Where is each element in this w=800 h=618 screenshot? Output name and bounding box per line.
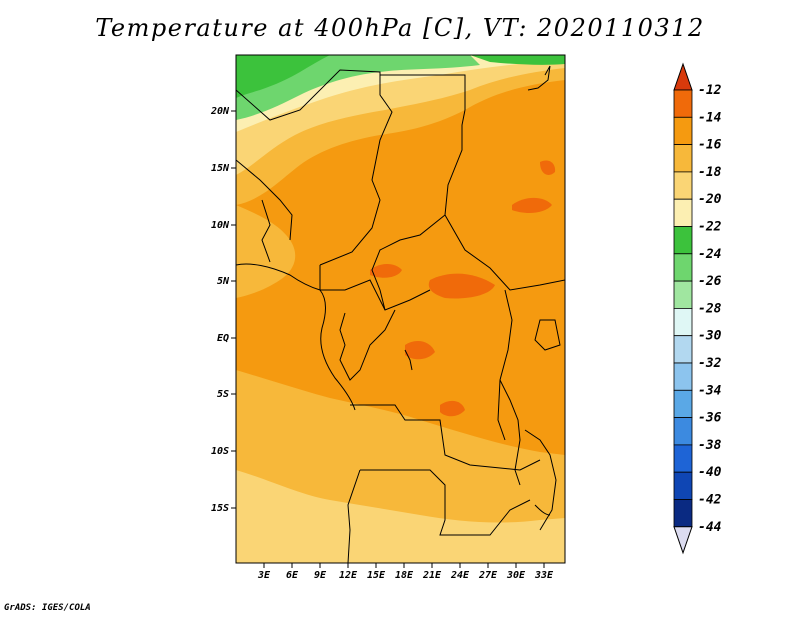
colorbar-box bbox=[673, 417, 693, 446]
colorbar-label: -28 bbox=[698, 301, 722, 316]
colorbar-box bbox=[673, 253, 693, 282]
field-warm-blob-6 bbox=[540, 160, 556, 175]
colorbar-label: -18 bbox=[698, 165, 722, 180]
colorbar-label: -30 bbox=[698, 329, 722, 344]
colorbar-box bbox=[673, 389, 693, 418]
colorbar-box bbox=[673, 362, 693, 391]
colorbar-label: -34 bbox=[698, 383, 722, 398]
field-warm-blob-5 bbox=[440, 400, 465, 417]
lon-tick-label: 3E bbox=[257, 570, 271, 581]
colorbar-label: -44 bbox=[698, 520, 722, 535]
colorbar: -12 -14 -16 -18 -20 -22 -24 -26 -28 -30 -32 -34 -36 -… bbox=[673, 62, 722, 555]
colorbar-label: -22 bbox=[698, 220, 722, 235]
field-warm-blob-2 bbox=[428, 273, 495, 299]
lon-tick-label: 15E bbox=[367, 570, 386, 581]
colorbar-label: -36 bbox=[698, 411, 722, 426]
lat-tick-label: 5N bbox=[217, 276, 230, 287]
lon-tick-label: 33E bbox=[534, 570, 554, 581]
lat-tick-label: EQ bbox=[217, 333, 229, 344]
colorbar-label: -20 bbox=[698, 192, 722, 207]
field-warm-blob-3 bbox=[512, 197, 552, 213]
colorbar-box bbox=[673, 226, 693, 255]
colorbar-label: -38 bbox=[698, 438, 722, 453]
field-west-light bbox=[236, 205, 296, 298]
colorbar-box bbox=[673, 89, 693, 118]
lon-tick-label: 24E bbox=[450, 570, 470, 581]
colorbar-box bbox=[673, 471, 693, 500]
colorbar-label: -12 bbox=[698, 83, 722, 98]
chart-title: Temperature at 400hPa [C], VT: 202011031… bbox=[95, 14, 705, 42]
colorbar-label: -42 bbox=[698, 493, 722, 508]
colorbar-box bbox=[673, 198, 693, 227]
colorbar-box bbox=[673, 280, 693, 309]
lat-tick-label: 5S bbox=[217, 389, 229, 400]
lon-tick-label: 18E bbox=[395, 570, 414, 581]
field-green-nw-dark bbox=[236, 55, 330, 98]
grads-credit: GrADS: IGES/COLA bbox=[4, 603, 91, 613]
colorbar-bottom-arrow bbox=[673, 526, 693, 555]
colorbar-box bbox=[673, 116, 693, 146]
lat-tick-label: 20N bbox=[210, 106, 230, 117]
colorbar-box bbox=[673, 171, 693, 200]
field-green-ne bbox=[470, 55, 565, 65]
lon-ticks: 3E 6E 9E 12E 15E 18E 21E 24E 27E 30E 33E bbox=[257, 563, 554, 581]
lon-tick-label: 6E bbox=[286, 570, 299, 581]
map-frame bbox=[235, 54, 566, 564]
lon-tick-label: 9E bbox=[314, 570, 327, 581]
temperature-field bbox=[236, 55, 565, 563]
country-boundaries bbox=[236, 65, 565, 563]
lat-tick-label: 10N bbox=[211, 220, 230, 231]
lat-tick-label: 10S bbox=[211, 446, 229, 457]
colorbar-label: -16 bbox=[698, 138, 722, 153]
colorbar-box bbox=[673, 144, 693, 173]
lon-tick-label: 27E bbox=[478, 570, 498, 581]
lon-tick-label: 12E bbox=[339, 570, 358, 581]
lat-ticks: 20N 15N 10N 5N EQ 5S 10S 15S bbox=[210, 106, 236, 514]
colorbar-label: -14 bbox=[698, 110, 722, 125]
field-south-pale bbox=[236, 470, 565, 563]
colorbar-label: -32 bbox=[698, 356, 722, 371]
lon-tick-label: 21E bbox=[422, 570, 442, 581]
lat-tick-label: 15S bbox=[211, 503, 229, 514]
lon-tick-label: 30E bbox=[506, 570, 526, 581]
colorbar-label: -26 bbox=[698, 274, 722, 289]
colorbar-box bbox=[673, 335, 693, 364]
field-warm-blob-1 bbox=[370, 264, 402, 278]
lat-tick-label: 15N bbox=[211, 163, 230, 174]
colorbar-label: -40 bbox=[698, 465, 722, 480]
colorbar-box bbox=[673, 444, 693, 473]
field-warm-blob-4 bbox=[405, 340, 435, 360]
colorbar-box bbox=[673, 307, 693, 337]
colorbar-box bbox=[673, 499, 693, 528]
colorbar-top-arrow bbox=[673, 62, 693, 91]
colorbar-label: -24 bbox=[698, 247, 722, 262]
